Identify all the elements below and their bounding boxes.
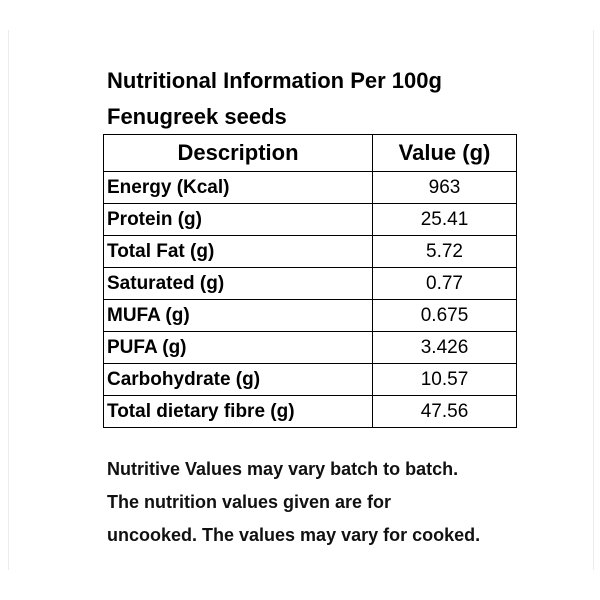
page-subtitle: Fenugreek seeds	[107, 104, 287, 129]
table-header-row: Description Value (g)	[103, 134, 517, 172]
row-value: 0.675	[372, 299, 517, 332]
row-value: 47.56	[372, 395, 517, 428]
row-label: PUFA (g)	[103, 331, 373, 364]
row-label: MUFA (g)	[103, 299, 373, 332]
table-row: MUFA (g) 0.675	[103, 299, 517, 332]
table-row: Energy (Kcal) 963	[103, 171, 517, 204]
row-value: 963	[372, 171, 517, 204]
note-line: The nutrition values given are for	[107, 492, 392, 512]
page-frame	[8, 30, 594, 570]
row-value: 10.57	[372, 363, 517, 396]
table-row: Total dietary fibre (g) 47.56	[103, 395, 517, 428]
note-line: Nutritive Values may vary batch to batch…	[107, 459, 459, 479]
column-header-description: Description	[103, 134, 373, 172]
note-line: uncooked. The values may vary for cooked…	[107, 525, 481, 545]
page-title: Nutritional Information Per 100g	[107, 68, 442, 93]
row-value: 25.41	[372, 203, 517, 236]
row-label: Protein (g)	[103, 203, 373, 236]
row-label: Total Fat (g)	[103, 235, 373, 268]
row-value: 5.72	[372, 235, 517, 268]
row-label: Carbohydrate (g)	[103, 363, 373, 396]
table-row: Total Fat (g) 5.72	[103, 235, 517, 268]
table-row: PUFA (g) 3.426	[103, 331, 517, 364]
table-row: Protein (g) 25.41	[103, 203, 517, 236]
row-label: Total dietary fibre (g)	[103, 395, 373, 428]
table-row: Carbohydrate (g) 10.57	[103, 363, 517, 396]
column-header-value: Value (g)	[372, 134, 517, 172]
row-label: Energy (Kcal)	[103, 171, 373, 204]
nutrition-table: Description Value (g) Energy (Kcal) 963 …	[103, 134, 517, 428]
disclaimer-note: Nutritive Values may vary batch to batch…	[107, 453, 547, 552]
table-row: Saturated (g) 0.77	[103, 267, 517, 300]
row-label: Saturated (g)	[103, 267, 373, 300]
row-value: 3.426	[372, 331, 517, 364]
row-value: 0.77	[372, 267, 517, 300]
